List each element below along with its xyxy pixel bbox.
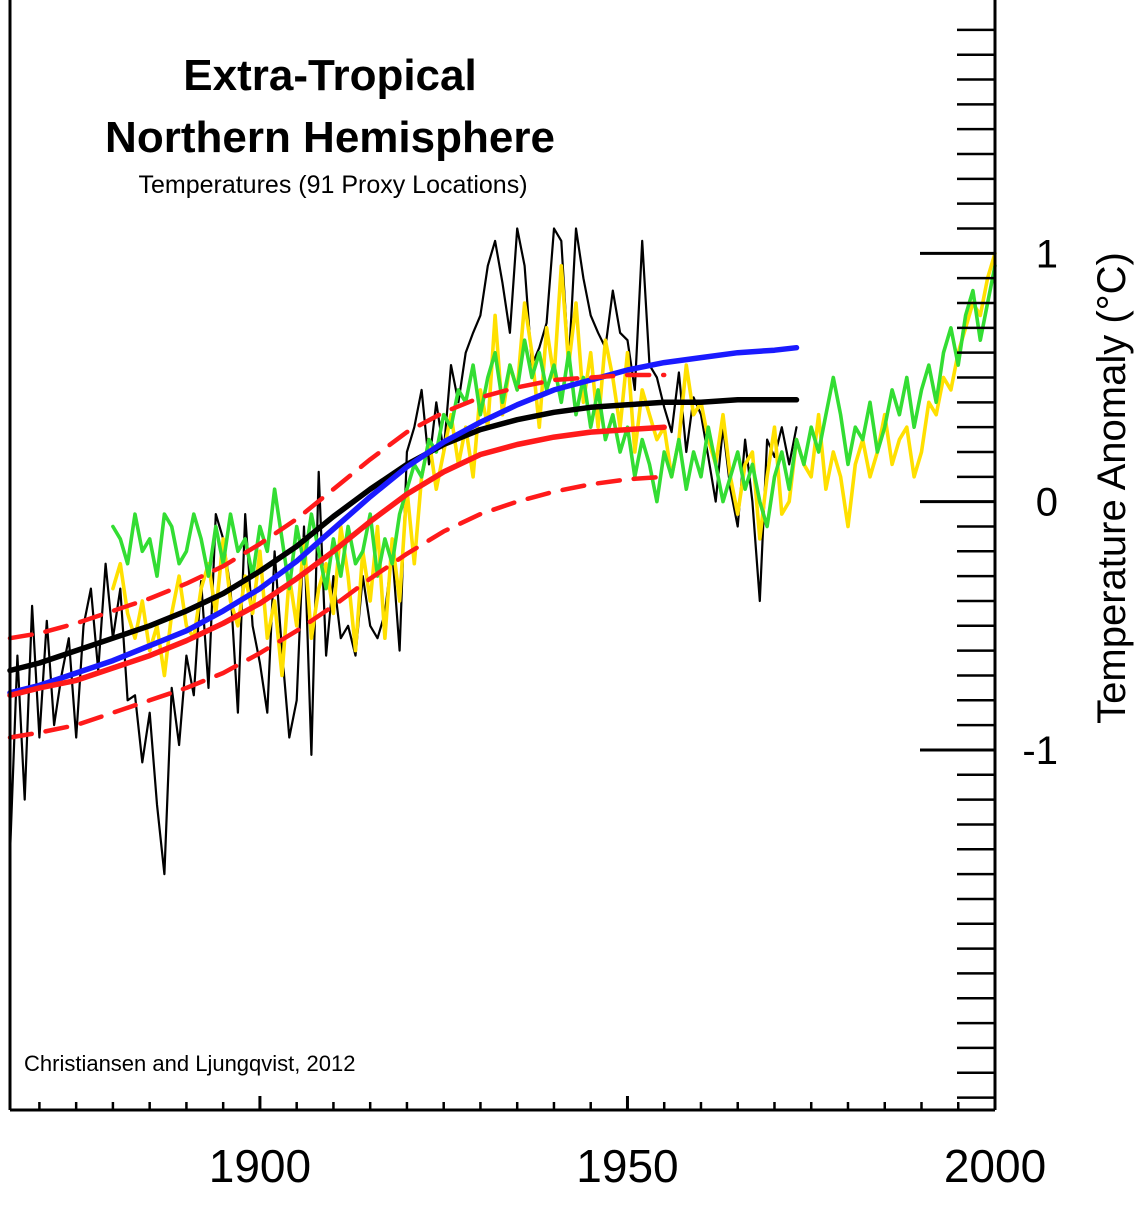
y-tick-label: 0 — [1036, 481, 1058, 525]
x-tick-label: 1900 — [209, 1140, 311, 1192]
y-tick-label: -1 — [1022, 729, 1058, 773]
series-line-2 — [111, 251, 997, 678]
source-credit: Christiansen and Ljungqvist, 2012 — [24, 1051, 355, 1076]
chart-title-line-2: Northern Hemisphere — [105, 113, 555, 162]
y-tick-label: 1 — [1036, 232, 1058, 276]
x-tick-label: 1950 — [576, 1140, 678, 1192]
series-line-6 — [7, 424, 667, 699]
axes-group: 1900 1950 2000 -1 0 1 — [8, 0, 1058, 1192]
series-line-8 — [7, 474, 667, 740]
data-series-group — [7, 227, 997, 876]
series-line-7 — [7, 372, 667, 641]
chart-subtitle: Temperatures (91 Proxy Locations) — [138, 171, 527, 199]
series-line-5 — [7, 344, 800, 696]
chart-title-line-1: Extra-Tropical — [183, 51, 476, 100]
x-tick-label: 2000 — [944, 1140, 1046, 1192]
series-line-3 — [111, 263, 997, 591]
y-axis-label: Temperature Anomaly (°C) — [1090, 252, 1134, 724]
